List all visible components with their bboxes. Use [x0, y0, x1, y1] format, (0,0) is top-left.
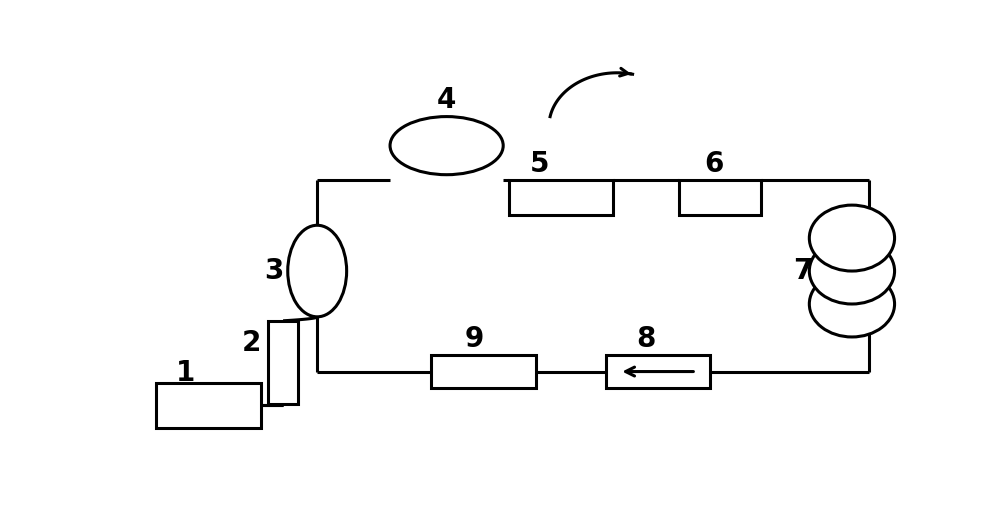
- Text: 3: 3: [264, 257, 283, 285]
- Bar: [431, 355, 536, 388]
- Text: 1: 1: [176, 359, 195, 387]
- Bar: [509, 180, 613, 215]
- Text: 8: 8: [636, 325, 655, 353]
- Bar: [679, 180, 761, 215]
- Bar: [156, 383, 261, 428]
- Ellipse shape: [809, 271, 895, 337]
- Ellipse shape: [288, 225, 347, 317]
- Ellipse shape: [809, 238, 895, 304]
- Circle shape: [390, 116, 503, 175]
- Text: 2: 2: [242, 329, 261, 357]
- Text: 6: 6: [704, 149, 724, 177]
- Text: 9: 9: [464, 325, 483, 353]
- Ellipse shape: [809, 205, 895, 271]
- Bar: [606, 355, 710, 388]
- Text: 5: 5: [530, 149, 549, 177]
- Bar: [268, 321, 298, 404]
- Text: 7: 7: [793, 257, 813, 285]
- Text: 4: 4: [437, 86, 456, 114]
